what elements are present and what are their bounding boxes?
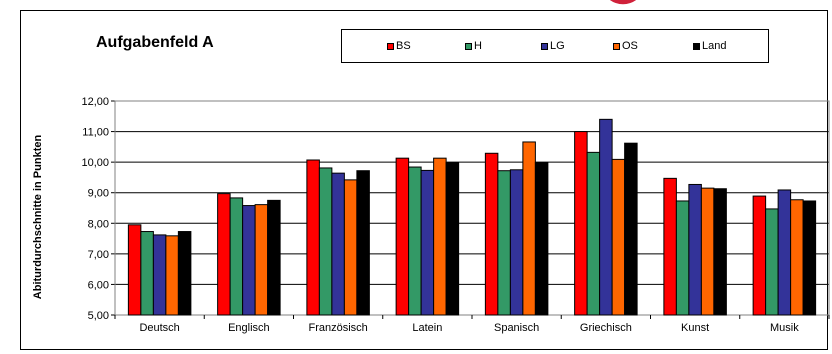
bar-land — [713, 188, 727, 316]
bar-land — [534, 161, 549, 316]
bar-lg — [242, 205, 256, 316]
bar-os — [254, 204, 269, 316]
legend-swatch — [465, 42, 472, 50]
bar-land — [624, 142, 638, 316]
bar-bs — [217, 193, 231, 316]
bar-os — [790, 199, 804, 316]
legend-swatch — [387, 42, 394, 50]
legend-item-os: OS — [613, 40, 638, 52]
bar-h — [765, 208, 779, 316]
bar-lg — [509, 169, 524, 316]
bar-h — [586, 151, 601, 316]
x-tick-label: Griechisch — [580, 322, 632, 334]
y-tick-label: 7,00 — [88, 249, 109, 261]
bar-bs — [395, 157, 410, 316]
legend-swatch — [693, 42, 700, 50]
bar-bs — [574, 131, 588, 316]
legend-item-bs: BS — [387, 40, 411, 52]
bar-lg — [152, 234, 167, 316]
x-tick-label: Französisch — [308, 322, 367, 334]
bar-os — [165, 235, 179, 316]
chart-title: Aufgabenfeld A — [96, 34, 214, 51]
bar-h — [675, 200, 690, 316]
bar-os — [433, 157, 447, 316]
y-tick-label: 8,00 — [88, 218, 109, 230]
bar-lg — [688, 183, 702, 316]
bar-land — [267, 199, 281, 316]
y-tick-label: 11,00 — [82, 127, 109, 139]
legend-label: H — [474, 40, 482, 52]
x-tick-label: Latein — [412, 322, 442, 334]
bar-bs — [663, 177, 677, 316]
logo-fragment — [609, 0, 637, 5]
bar-h — [497, 170, 511, 316]
y-tick-label: 12,00 — [81, 96, 109, 108]
legend-label: LG — [550, 40, 565, 52]
bar-lg — [420, 169, 435, 316]
bar-h — [140, 231, 154, 316]
legend-label: BS — [396, 40, 411, 52]
x-tick-label: Kunst — [681, 322, 709, 334]
bar-h — [408, 166, 422, 316]
bar-os — [522, 141, 536, 316]
legend-swatch — [613, 42, 620, 50]
legend-label: OS — [622, 40, 638, 52]
bar-lg — [331, 172, 345, 316]
bar-h — [318, 167, 333, 316]
bar-bs — [484, 152, 499, 316]
bar-bs — [306, 159, 320, 316]
bar-land — [802, 200, 817, 316]
bar-h — [229, 197, 244, 316]
x-tick-label: Englisch — [228, 322, 270, 334]
x-tick-label: Deutsch — [139, 322, 179, 334]
bar-bs — [127, 224, 142, 316]
bar-os — [700, 187, 715, 316]
legend: BS H LG OS Land — [341, 29, 769, 63]
legend-swatch — [541, 42, 548, 50]
bar-os — [343, 179, 358, 316]
x-tick-label: Spanisch — [494, 322, 539, 334]
bar-land — [356, 170, 370, 316]
bar-land — [445, 161, 460, 316]
legend-item-h: H — [465, 40, 482, 52]
y-tick-label: 6,00 — [88, 279, 109, 291]
y-tick-label: 10,00 — [81, 157, 109, 169]
legend-item-land: Land — [693, 40, 726, 52]
y-tick-label: 5,00 — [88, 310, 109, 322]
bar-bs — [752, 195, 767, 316]
bar-lg — [777, 189, 792, 316]
bar-os — [611, 158, 626, 316]
bar-land — [177, 231, 192, 316]
legend-item-lg: LG — [541, 40, 565, 52]
y-tick-label: 9,00 — [88, 188, 109, 200]
legend-label: Land — [702, 40, 727, 52]
x-tick-label: Musik — [770, 322, 799, 334]
bar-lg — [599, 118, 613, 316]
